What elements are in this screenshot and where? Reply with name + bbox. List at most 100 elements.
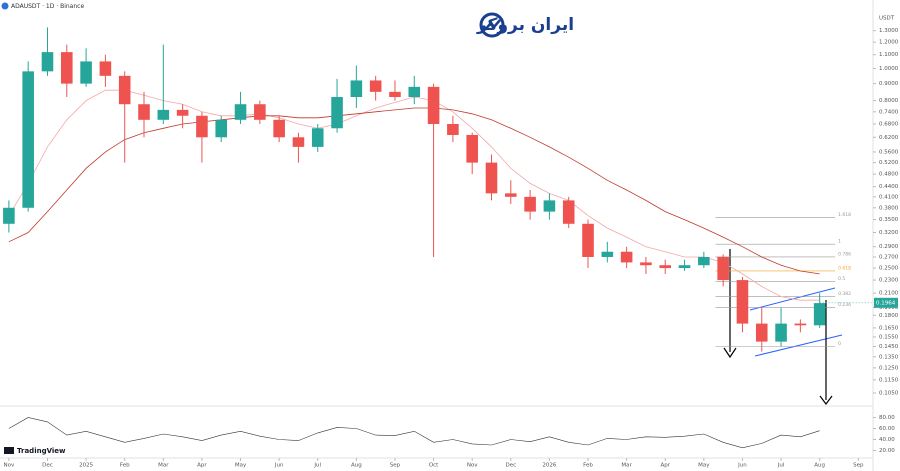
fib-label: 1	[838, 239, 841, 245]
candle	[659, 259, 672, 274]
candle-body	[678, 265, 691, 269]
symbol: ADAUSDT · 1D · Binance	[11, 3, 84, 10]
logo-arrow	[484, 19, 501, 31]
x-tick-label: Oct	[429, 463, 439, 469]
channel-lower	[754, 334, 843, 357]
x-tick-label: May	[698, 463, 710, 469]
candle-body	[99, 61, 112, 76]
y-tick-label: 0.2100	[879, 291, 899, 297]
last-price-box	[874, 297, 898, 308]
candle	[466, 132, 478, 175]
candle-body	[447, 123, 459, 135]
candle	[176, 104, 189, 129]
candle-body	[698, 256, 710, 266]
y-tick-label: 0.1250	[879, 365, 899, 371]
candle-body	[215, 119, 228, 138]
candle	[3, 200, 15, 233]
candle-body	[543, 200, 556, 212]
fib-label: 1.618	[838, 212, 851, 218]
candle-body	[466, 134, 478, 163]
candle	[485, 154, 498, 201]
candle	[640, 256, 652, 274]
x-tick-label: Apr	[660, 463, 670, 469]
y-tick-label: 0.9000	[879, 81, 899, 87]
candle-body	[234, 104, 247, 120]
y-tick-label: 1.1000	[879, 52, 899, 58]
candle	[543, 193, 556, 220]
candle-body	[176, 109, 189, 116]
x-tick-label: Sep	[390, 463, 401, 469]
brand: TradingView	[17, 447, 66, 455]
candle-body	[659, 265, 672, 269]
candle-body	[505, 193, 517, 197]
candle	[755, 307, 768, 352]
y-tick-label: 0.3800	[879, 205, 899, 211]
logo-text: ایران بروکر	[476, 15, 574, 35]
y-tick-label: 0.4100	[879, 194, 899, 200]
candle	[22, 61, 34, 212]
candle	[717, 254, 729, 287]
rsi-line	[8, 417, 820, 449]
candle-body	[717, 256, 729, 281]
candle	[254, 100, 266, 124]
candle	[389, 80, 401, 101]
x-tick-label: 2025	[79, 463, 93, 469]
fib-label: 0.618	[838, 265, 851, 271]
candle	[427, 83, 440, 257]
candle	[350, 65, 363, 108]
candle	[562, 196, 575, 229]
logo-icon	[479, 12, 505, 38]
x-tick-label: Nov	[4, 463, 15, 469]
candle-body	[157, 109, 170, 120]
y-tick-label: 1.2000	[879, 40, 899, 46]
candle	[736, 276, 749, 333]
candle	[813, 293, 826, 328]
y-tick-label: 0.1350	[879, 354, 899, 360]
y-tick-label: 0.1150	[879, 377, 899, 383]
arrow-head	[723, 347, 737, 359]
x-tick-label: Feb	[583, 463, 593, 469]
candle-body	[640, 262, 652, 266]
arrow	[819, 300, 833, 405]
fib-label: 0.5	[838, 276, 845, 282]
candle-body	[408, 86, 421, 98]
candle-body	[813, 303, 826, 326]
y-tick-label: 0.3500	[879, 217, 899, 223]
fib-label: 0	[838, 341, 841, 347]
candle-body	[582, 223, 594, 257]
x-tick-label: Jun	[274, 463, 284, 469]
x-tick-label: Jul	[777, 463, 785, 469]
y-tick-label: 0.2700	[879, 254, 899, 260]
brand-icon	[4, 447, 14, 454]
candle-body	[524, 196, 536, 212]
candle-body	[22, 71, 34, 208]
candle-body	[755, 323, 768, 342]
y-tick-label: 0.2500	[879, 266, 899, 272]
candle-body	[331, 97, 343, 129]
arrow-head	[819, 395, 833, 405]
candle-body	[350, 80, 363, 98]
currency: USDT	[879, 16, 895, 22]
symbol-icon	[1, 2, 9, 10]
candle-body	[196, 115, 208, 138]
candle-body	[292, 137, 305, 147]
candle-body	[485, 162, 498, 194]
x-tick-label: Apr	[197, 463, 207, 469]
y-tick-label: 1.0000	[879, 66, 899, 72]
candle	[61, 44, 73, 98]
candle	[505, 180, 517, 205]
y-tick-label: 0.1650	[879, 325, 899, 331]
y-tick-label: 0.4800	[879, 172, 899, 178]
y-tick-label: 0.2900	[879, 244, 899, 250]
y-tick-label: 0.1900	[879, 305, 899, 311]
rsi-tick-label: 60.00	[879, 426, 895, 432]
candle	[292, 132, 305, 163]
fib-label: 0.236	[838, 302, 851, 308]
x-tick-label: Aug	[814, 463, 825, 469]
candle	[369, 75, 382, 101]
y-tick-label: 0.7400	[879, 109, 899, 115]
x-tick-label: May	[235, 463, 247, 469]
candle-body	[138, 104, 150, 120]
candle-body	[311, 128, 324, 147]
